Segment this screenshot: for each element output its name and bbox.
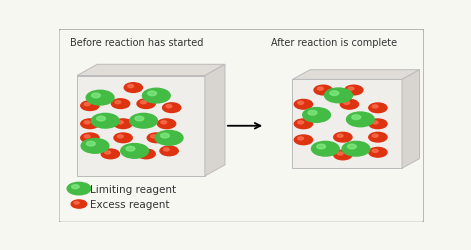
Circle shape <box>128 85 133 88</box>
Circle shape <box>130 114 157 128</box>
Circle shape <box>91 114 119 128</box>
Circle shape <box>337 152 343 156</box>
Circle shape <box>97 117 106 121</box>
Circle shape <box>91 94 100 98</box>
Circle shape <box>345 86 363 96</box>
Circle shape <box>147 134 165 143</box>
Polygon shape <box>77 65 225 76</box>
Circle shape <box>140 101 146 104</box>
Circle shape <box>117 121 123 124</box>
Circle shape <box>101 150 120 159</box>
Circle shape <box>72 185 79 189</box>
Circle shape <box>105 151 111 154</box>
Circle shape <box>112 100 130 109</box>
Circle shape <box>84 135 90 138</box>
Circle shape <box>298 102 304 105</box>
Circle shape <box>163 148 169 151</box>
Circle shape <box>311 142 339 156</box>
Polygon shape <box>402 70 420 168</box>
Circle shape <box>308 111 317 116</box>
Circle shape <box>81 102 99 111</box>
Circle shape <box>294 120 313 129</box>
Circle shape <box>372 150 378 153</box>
Circle shape <box>135 117 144 121</box>
Circle shape <box>157 120 176 129</box>
Circle shape <box>325 89 352 103</box>
Circle shape <box>372 134 378 138</box>
Circle shape <box>86 142 95 146</box>
Circle shape <box>71 200 87 208</box>
Circle shape <box>341 100 358 110</box>
Circle shape <box>348 144 356 149</box>
Circle shape <box>369 133 387 142</box>
Circle shape <box>137 100 155 109</box>
Circle shape <box>115 101 121 104</box>
Circle shape <box>81 120 99 129</box>
Circle shape <box>334 150 352 160</box>
Circle shape <box>314 86 332 96</box>
Circle shape <box>67 182 91 195</box>
Circle shape <box>160 146 178 156</box>
Circle shape <box>294 136 313 145</box>
Text: Excess reagent: Excess reagent <box>90 199 170 209</box>
FancyBboxPatch shape <box>59 30 424 222</box>
Circle shape <box>348 88 354 91</box>
Circle shape <box>166 105 172 108</box>
Circle shape <box>317 144 325 149</box>
Circle shape <box>298 137 304 140</box>
Circle shape <box>337 134 343 138</box>
Polygon shape <box>77 76 205 176</box>
Circle shape <box>372 106 378 108</box>
Circle shape <box>352 115 361 120</box>
Circle shape <box>342 142 370 156</box>
Circle shape <box>84 103 90 106</box>
Circle shape <box>369 148 387 158</box>
Circle shape <box>74 202 79 204</box>
Circle shape <box>121 144 148 158</box>
Circle shape <box>303 108 331 123</box>
Circle shape <box>161 121 167 124</box>
Text: Limiting reagent: Limiting reagent <box>90 184 176 194</box>
Circle shape <box>330 92 339 96</box>
Circle shape <box>81 134 99 143</box>
Circle shape <box>294 100 313 110</box>
Circle shape <box>317 88 323 91</box>
Text: After reaction is complete: After reaction is complete <box>271 38 397 48</box>
Circle shape <box>114 134 132 143</box>
Circle shape <box>140 151 146 154</box>
Circle shape <box>81 139 109 154</box>
Circle shape <box>369 104 387 113</box>
Circle shape <box>148 92 157 96</box>
Circle shape <box>347 112 374 127</box>
Polygon shape <box>292 70 420 80</box>
Circle shape <box>86 91 114 106</box>
Circle shape <box>151 135 156 138</box>
Circle shape <box>142 89 170 104</box>
Circle shape <box>114 120 132 129</box>
Circle shape <box>117 135 123 138</box>
Circle shape <box>162 104 181 113</box>
Circle shape <box>137 150 155 159</box>
Polygon shape <box>292 80 402 168</box>
Polygon shape <box>205 65 225 176</box>
Circle shape <box>344 102 349 105</box>
Circle shape <box>372 121 378 124</box>
Circle shape <box>334 133 352 142</box>
Text: Before reaction has started: Before reaction has started <box>70 38 203 48</box>
Circle shape <box>84 121 90 124</box>
Circle shape <box>161 134 170 138</box>
Circle shape <box>155 131 183 146</box>
Circle shape <box>126 147 135 152</box>
Circle shape <box>298 121 304 124</box>
Circle shape <box>124 84 142 93</box>
Circle shape <box>369 120 387 129</box>
